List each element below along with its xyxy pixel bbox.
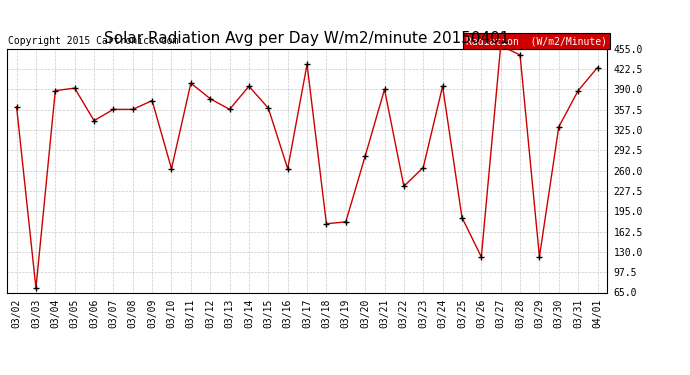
Title: Solar Radiation Avg per Day W/m2/minute 20150401: Solar Radiation Avg per Day W/m2/minute …	[104, 31, 510, 46]
Text: Radiation  (W/m2/Minute): Radiation (W/m2/Minute)	[466, 36, 607, 46]
Text: Copyright 2015 Cartronics.com: Copyright 2015 Cartronics.com	[8, 36, 178, 46]
